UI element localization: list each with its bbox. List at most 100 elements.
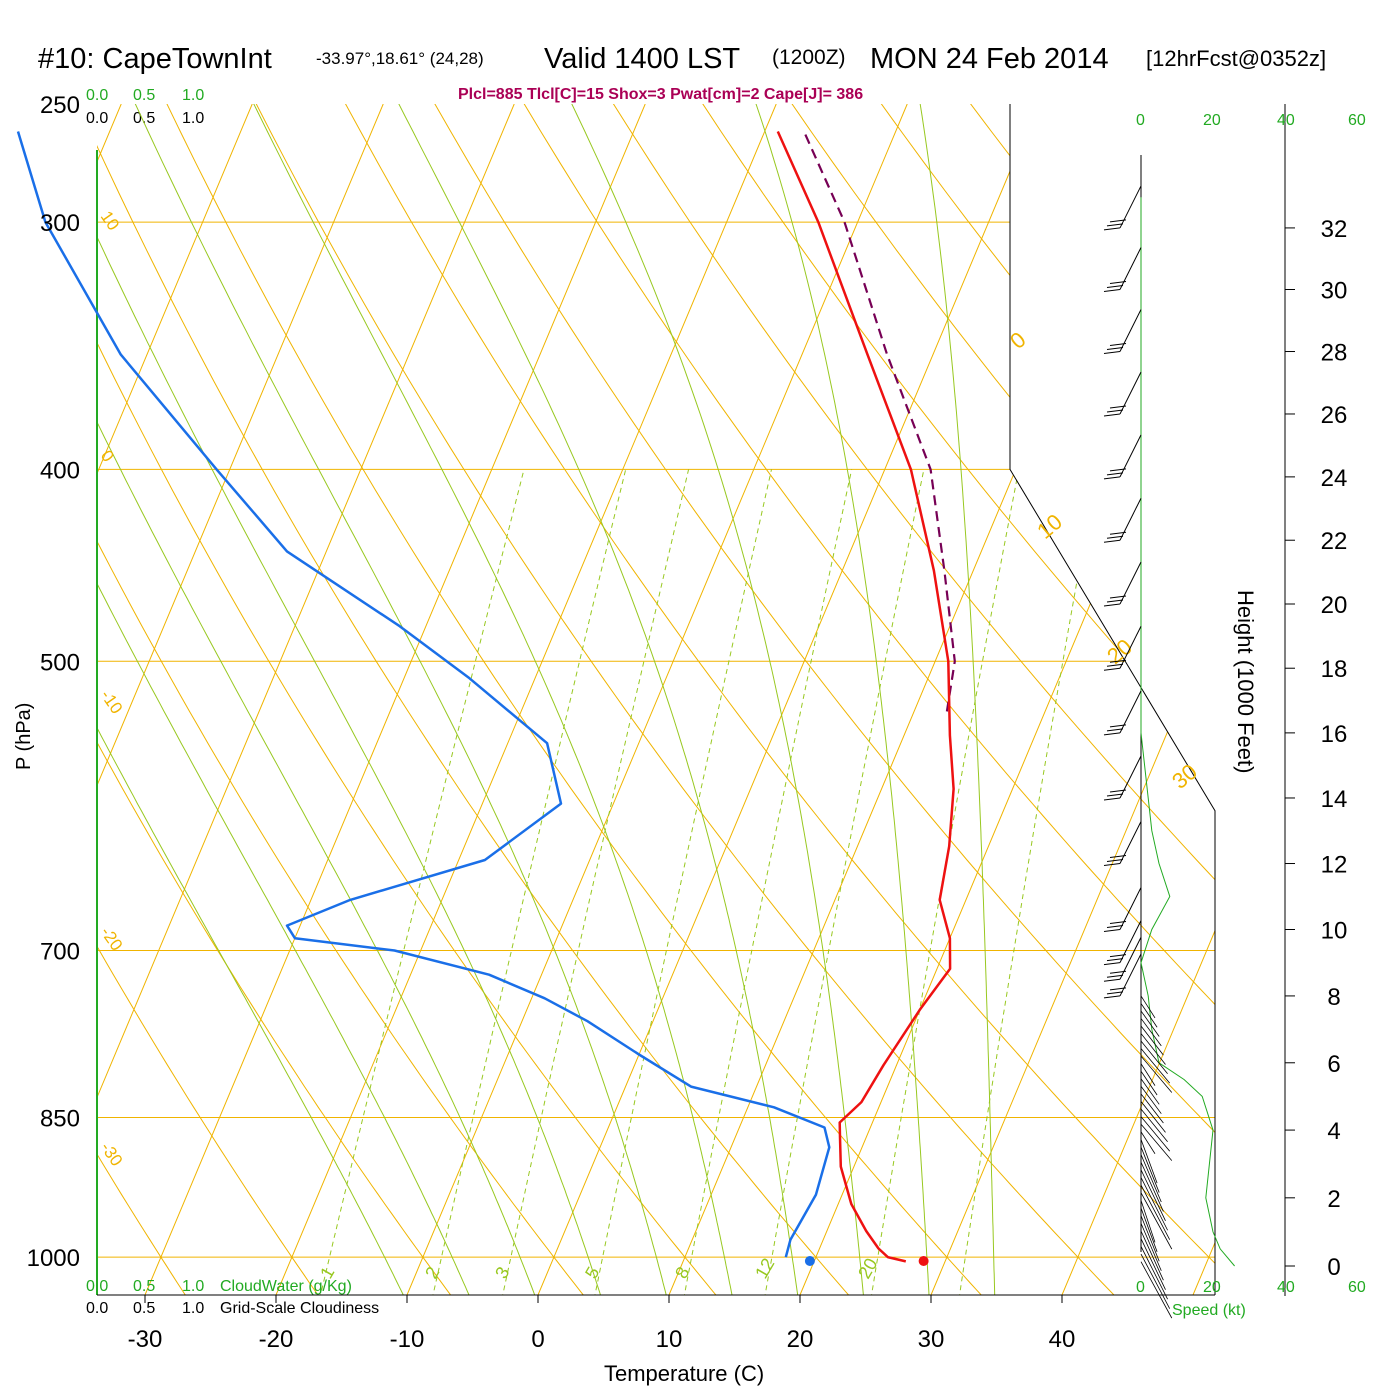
wind-barb — [1119, 821, 1142, 864]
wind-barb-flag — [1103, 603, 1121, 607]
wind-barb-flag — [1103, 289, 1121, 292]
wind-barb-dense — [1140, 1003, 1158, 1028]
mixing-ratio-label: 12 — [751, 1255, 778, 1282]
wind-barb-flag — [1103, 962, 1121, 966]
wind-barb-dense — [1140, 1063, 1156, 1086]
zulu-time: (1200Z) — [772, 46, 846, 69]
wind-barb-flag — [1106, 793, 1124, 797]
wind-barb — [1119, 371, 1142, 415]
wind-barb-flag — [1106, 535, 1124, 539]
wind-barb-flag — [1109, 987, 1127, 991]
cloud-bottom-green-2: 1.0 — [182, 1278, 204, 1295]
wind-barb-dense — [1140, 1261, 1173, 1319]
wind-barb — [1119, 953, 1142, 997]
mixing-ratio-line — [593, 469, 772, 1295]
dry-adiabat — [97, 104, 720, 1295]
cloudiness-label: Grid-Scale Cloudiness — [220, 1300, 379, 1317]
wind-barb — [1119, 755, 1142, 799]
pressure-tick-label: 400 — [40, 457, 80, 484]
pressure-tick-label: 850 — [40, 1105, 80, 1132]
isotherm-label: 30 — [1167, 759, 1202, 794]
speed-bottom-0: 0 — [1136, 1279, 1145, 1296]
wind-barb — [1119, 185, 1142, 229]
wind-barb-dense — [1140, 1184, 1171, 1240]
height-tick-label: 30 — [1321, 278, 1348, 305]
isotherm-label: 0 — [97, 447, 118, 466]
isotherm-line — [1192, 104, 1215, 1295]
isotherm-line — [406, 104, 908, 1295]
wind-barb-dense — [1140, 1192, 1173, 1250]
speed-scale: 0 20 40 60 0 20 40 60 Speed (kt) — [1136, 112, 1366, 1319]
surface-dewpoint-marker — [804, 1256, 815, 1266]
cloud-top-black-0: 0.0 — [86, 110, 108, 127]
speed-top-20: 20 — [1203, 112, 1221, 129]
dry-adiabat — [97, 104, 853, 1295]
wind-barb-flag — [1103, 227, 1121, 231]
pressure-axis-label: P (hPa) — [13, 703, 35, 770]
wind-barb-dense — [1140, 1010, 1160, 1037]
dry-adiabat — [741, 104, 1215, 1295]
wind-barb-flag — [1109, 970, 1127, 974]
wind-barb-flag — [1103, 667, 1121, 671]
wind-barb-dense — [1140, 995, 1156, 1019]
height-tick-label: 8 — [1327, 984, 1340, 1011]
station-title: #10: CapeTownInt — [38, 43, 272, 75]
moist-adiabat — [97, 104, 537, 1295]
dry-adiabat — [654, 104, 1215, 1295]
isotherm-label: 20 — [1102, 634, 1137, 669]
cloud-top-green-1: 0.5 — [133, 87, 155, 104]
valid-date: MON 24 Feb 2014 — [870, 43, 1109, 75]
wind-barb — [1119, 309, 1142, 352]
mixing-ratio-line — [501, 469, 690, 1295]
temp-tick-label: 20 — [787, 1326, 814, 1353]
moist-adiabat — [361, 104, 799, 1295]
wind-barb-dense — [1140, 1025, 1164, 1056]
speed-bottom-40: 40 — [1277, 1279, 1295, 1296]
moist-adiabat — [535, 104, 865, 1295]
cloud-top-green-2: 1.0 — [182, 87, 204, 104]
speed-top-0: 0 — [1136, 112, 1145, 129]
wind-barb-flag — [1103, 413, 1121, 417]
wind-barb-dense — [1140, 1246, 1168, 1300]
dry-adiabat — [97, 104, 455, 1295]
wind-barb-flag — [1103, 476, 1121, 480]
speed-bottom-60: 60 — [1348, 1279, 1366, 1296]
cloud-top-green-0: 0.0 — [86, 87, 108, 104]
station-coords: -33.97°,18.61° (24,28) — [316, 49, 484, 68]
height-tick-label: 2 — [1327, 1186, 1340, 1213]
wind-barb-dense — [1140, 1131, 1156, 1154]
wind-barb-flag — [1106, 409, 1124, 413]
wind-barb-dense — [1140, 1123, 1173, 1161]
wind-barb — [1119, 887, 1142, 930]
mixing-ratio-label: 3 — [491, 1263, 513, 1282]
isotherm-label: 10 — [97, 208, 123, 234]
wind-barb-dense — [1140, 1230, 1164, 1281]
dewpoint-line — [16, 131, 831, 1258]
wind-barb — [1119, 937, 1142, 980]
temp-tick-label: -10 — [390, 1326, 425, 1353]
cloudwater-label: CloudWater (g/Kg) — [220, 1278, 352, 1295]
mixing-ratio-line — [958, 469, 1098, 1295]
wind-barb-dense — [1140, 1223, 1162, 1271]
wind-barb-dense — [1140, 1154, 1162, 1203]
wind-barb-flag — [1106, 925, 1124, 928]
dry-adiabat — [131, 104, 986, 1295]
height-tick-label: 14 — [1321, 786, 1348, 813]
pressure-tick-label: 1000 — [27, 1245, 80, 1272]
height-tick-label: 28 — [1321, 340, 1348, 367]
wind-barb-dense — [1140, 1162, 1164, 1212]
temperature-axis-label: Temperature (C) — [604, 1361, 764, 1386]
wind-barb-dense — [1140, 1078, 1160, 1105]
wind-barb-dense — [1140, 1101, 1166, 1133]
wind-barb-flag — [1109, 659, 1127, 663]
moist-adiabat — [729, 104, 930, 1295]
wind-barb-flag — [1103, 863, 1121, 867]
wind-barb-flag — [1109, 219, 1127, 223]
mixing-ratio-label: 5 — [581, 1263, 603, 1282]
wind-barb-dense — [1140, 1139, 1158, 1184]
wind-barb-flag — [1106, 974, 1124, 978]
wind-barb-flag — [1109, 281, 1127, 284]
dry-adiabat — [219, 104, 1119, 1295]
height-tick-label: 0 — [1327, 1254, 1340, 1281]
wind-barb-dense — [1140, 1040, 1168, 1075]
